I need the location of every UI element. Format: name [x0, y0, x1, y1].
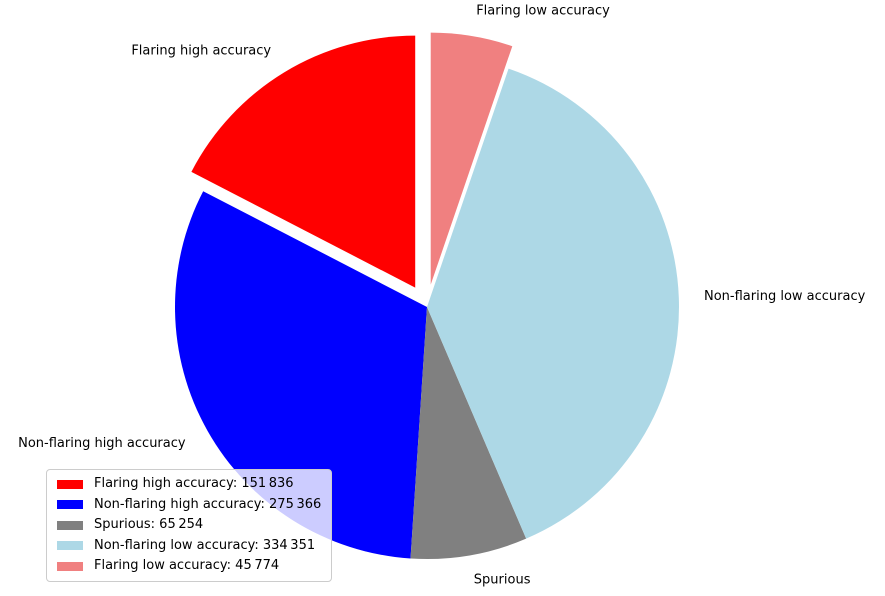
legend-label: Spurious: 65 254: [94, 517, 204, 532]
legend-swatch: [57, 479, 83, 489]
slice-label-spurious: Spurious: [474, 573, 531, 588]
legend-swatch: [57, 541, 83, 551]
legend-swatch: [57, 520, 83, 530]
pie-slice-non-flaring-high-accuracy: [174, 191, 427, 559]
slice-label-flaring-low-accuracy: Flaring low accuracy: [476, 4, 610, 19]
legend-item: Flaring low accuracy: 45 774: [57, 556, 321, 577]
legend-item: Non-flaring low accuracy: 334 351: [57, 536, 321, 557]
pie-slice-flaring-low-accuracy: [430, 32, 513, 285]
legend-swatch: [57, 561, 83, 571]
slice-label-flaring-high-accuracy: Flaring high accuracy: [131, 43, 271, 58]
legend-item: Flaring high accuracy: 151 836: [57, 474, 321, 495]
legend-item: Non-flaring high accuracy: 275 366: [57, 495, 321, 516]
legend-label: Flaring high accuracy: 151 836: [94, 476, 294, 491]
legend-item: Spurious: 65 254: [57, 515, 321, 536]
slice-label-non-flaring-low-accuracy: Non-flaring low accuracy: [704, 289, 866, 304]
pie-slice-non-flaring-low-accuracy: [427, 68, 679, 539]
pie-slice-spurious: [410, 307, 527, 559]
pie-slice-flaring-high-accuracy: [191, 35, 416, 288]
legend-label: Non-flaring low accuracy: 334 351: [94, 537, 316, 553]
legend: Flaring high accuracy: 151 836 Non-flarin…: [46, 469, 333, 582]
legend-swatch: [57, 500, 83, 510]
legend-label: Non-flaring high accuracy: 275 366: [94, 496, 322, 512]
slice-label-non-flaring-high-accuracy: Non-flaring high accuracy: [18, 436, 186, 451]
legend-label: Flaring low accuracy: 45 774: [94, 558, 280, 573]
